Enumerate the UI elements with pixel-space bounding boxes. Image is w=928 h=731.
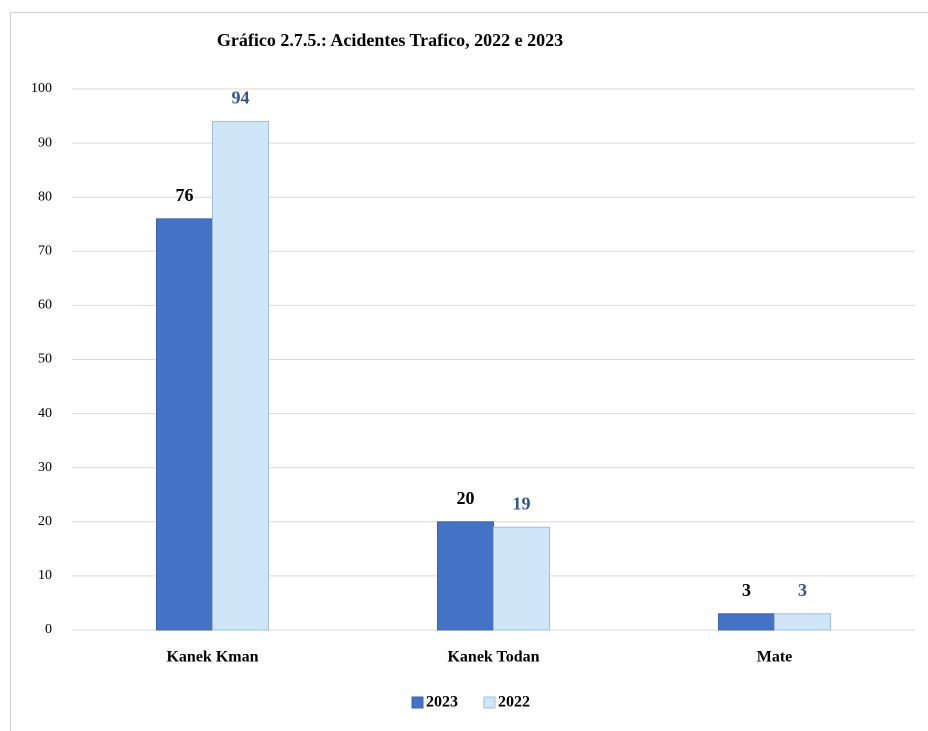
chart-border: [10, 12, 928, 731]
value-label: 19: [513, 493, 531, 513]
legend-swatch: [483, 696, 496, 709]
y-tick-label: 40: [38, 406, 52, 421]
chart-title: Gráfico 2.7.5.: Acidentes Trafico, 2022 …: [217, 30, 563, 50]
y-tick-label: 30: [38, 460, 52, 475]
y-tick-label: 50: [38, 352, 52, 367]
bar: [437, 521, 494, 631]
y-tick-label: 60: [38, 298, 52, 313]
y-tick-label: 80: [38, 189, 52, 204]
bar: [156, 218, 213, 631]
y-tick-label: 90: [38, 135, 52, 150]
legend-swatch: [411, 696, 424, 709]
value-label: 94: [232, 88, 250, 108]
bar: [718, 613, 775, 631]
x-tick-label: Mate: [757, 649, 793, 666]
legend-label: 2023: [426, 694, 458, 711]
value-label: 20: [457, 488, 475, 508]
x-tick-label: Kanek Kman: [166, 649, 258, 666]
value-label: 3: [798, 580, 807, 600]
bar: [212, 120, 269, 631]
x-tick-label: Kanek Todan: [447, 649, 539, 666]
legend-label: 2022: [498, 694, 530, 711]
value-label: 3: [742, 580, 751, 600]
value-label: 76: [176, 185, 194, 205]
y-tick-label: 20: [38, 514, 52, 529]
y-tick-label: 10: [38, 568, 52, 583]
y-tick-label: 100: [31, 81, 52, 96]
y-tick-label: 70: [38, 244, 52, 259]
bar: [493, 526, 550, 631]
bar: [774, 613, 831, 631]
y-tick-label: 0: [45, 622, 52, 637]
